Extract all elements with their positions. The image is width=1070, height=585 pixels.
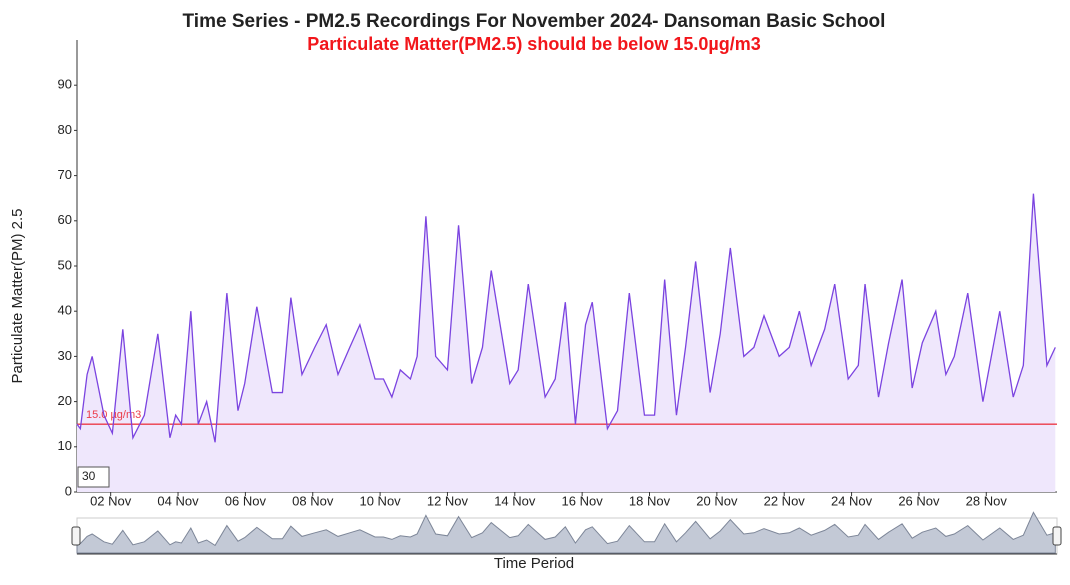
- y-tick-label: 50: [58, 257, 72, 272]
- y-tick-label: 0: [65, 483, 72, 498]
- x-tick-label: 06 Nov: [225, 493, 267, 508]
- y-tick-label: 20: [58, 393, 72, 408]
- x-tick-label: 10 Nov: [359, 493, 401, 508]
- y-tick-label: 90: [58, 77, 72, 92]
- x-tick-label: 02 Nov: [90, 493, 132, 508]
- area-fill: [77, 193, 1056, 492]
- x-tick-label: 12 Nov: [427, 493, 469, 508]
- range-input[interactable]: [77, 466, 110, 488]
- chart-subtitle: Particulate Matter(PM2.5) should be belo…: [307, 34, 760, 54]
- chart-title: Time Series - PM2.5 Recordings For Novem…: [183, 11, 886, 32]
- navigator-handle-left[interactable]: [71, 526, 81, 546]
- navigator-handle-right[interactable]: [1052, 526, 1062, 546]
- x-axis-label: Time Period: [494, 555, 574, 572]
- y-tick-label: 40: [58, 303, 72, 318]
- y-tick-label: 10: [58, 438, 72, 453]
- x-tick-label: 14 Nov: [494, 493, 536, 508]
- navigator-series: [76, 511, 1056, 554]
- range-input-value: 30: [82, 469, 96, 483]
- y-tick-label: 70: [58, 167, 72, 182]
- y-axis-label: Particulate Matter(PM) 2.5: [9, 208, 26, 383]
- x-tick-label: 08 Nov: [292, 493, 334, 508]
- x-tick-label: 28 Nov: [966, 493, 1008, 508]
- x-tick-label: 26 Nov: [898, 493, 940, 508]
- x-tick-label: 18 Nov: [629, 493, 671, 508]
- x-tick-label: 16 Nov: [562, 493, 604, 508]
- x-tick-label: 24 Nov: [831, 493, 873, 508]
- x-tick-label: 04 Nov: [157, 493, 199, 508]
- series-line: [76, 193, 1056, 443]
- y-tick-label: 80: [58, 122, 72, 137]
- y-tick-label: 60: [58, 212, 72, 227]
- x-tick-label: 22 Nov: [764, 493, 806, 508]
- y-tick-label: 30: [58, 348, 72, 363]
- x-tick-label: 20 Nov: [696, 493, 738, 508]
